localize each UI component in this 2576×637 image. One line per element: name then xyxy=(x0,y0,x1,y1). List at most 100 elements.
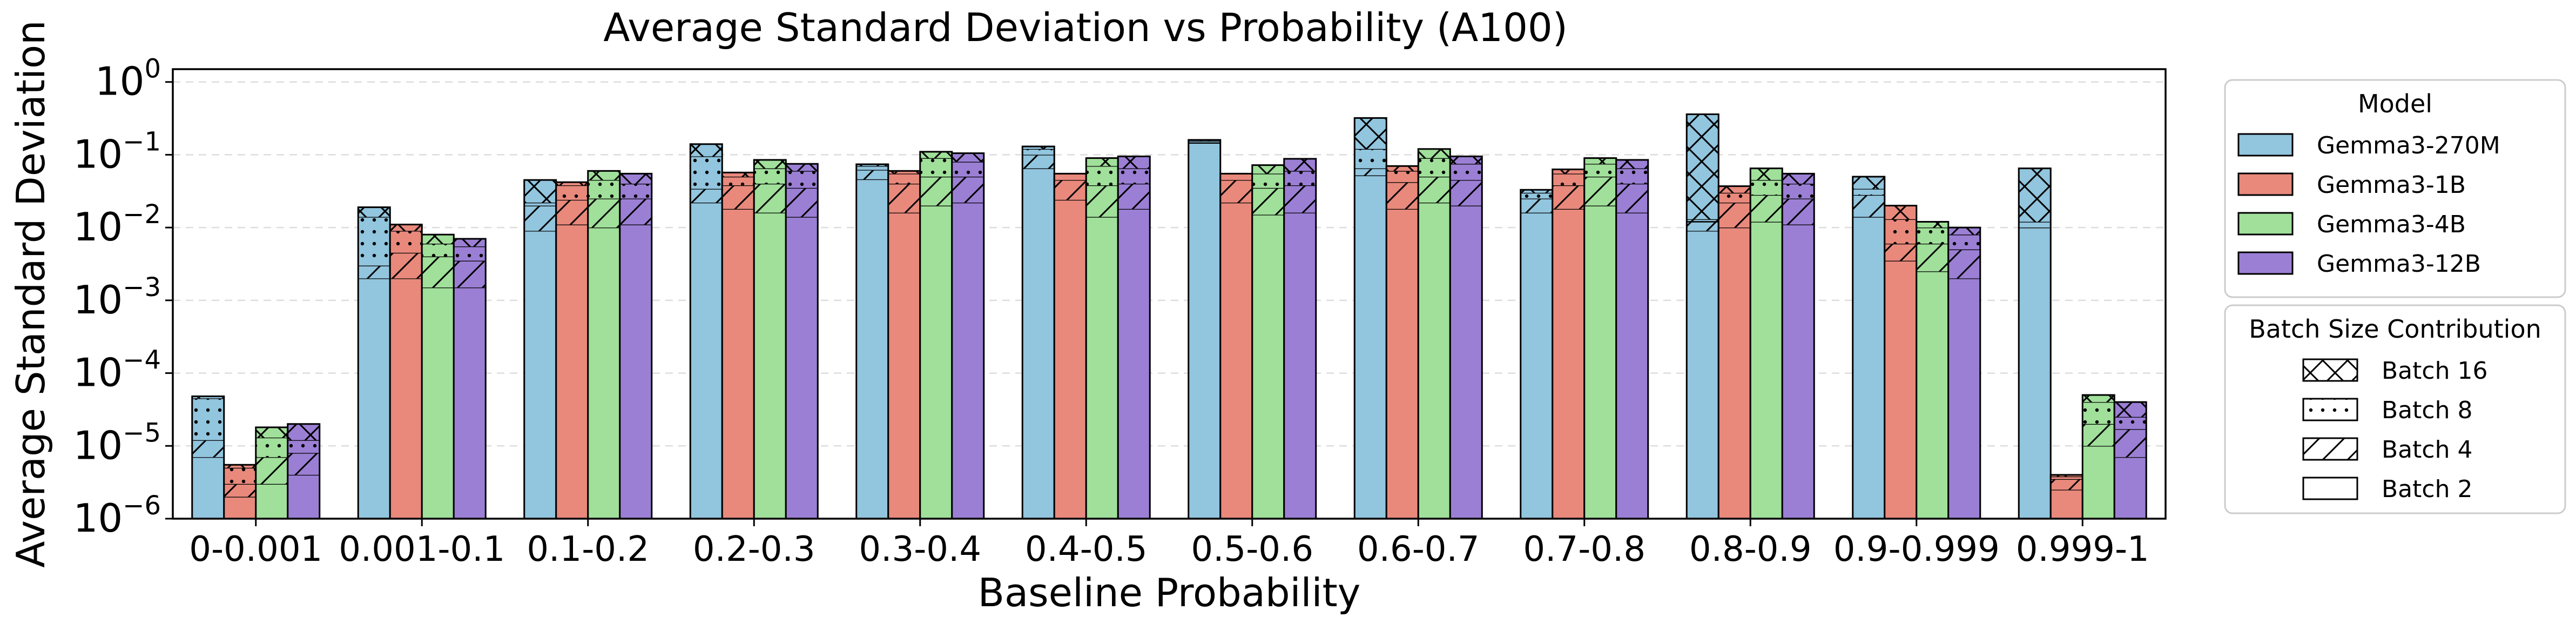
model-legend-title: Model xyxy=(2358,89,2432,118)
batch-4-segment-hatch xyxy=(390,252,422,279)
batch-2-segment xyxy=(1418,203,1451,519)
batch-8-segment-hatch xyxy=(1086,166,1118,186)
batch-8-segment-hatch xyxy=(619,184,652,199)
y-tick-label: 10−1 xyxy=(73,126,161,177)
bar xyxy=(2081,394,2115,520)
batch-2-segment xyxy=(1086,217,1118,519)
y-tick-label: 10−4 xyxy=(73,345,161,395)
bar xyxy=(2049,474,2083,520)
bar xyxy=(1884,205,1918,520)
bar xyxy=(2113,401,2147,520)
bar xyxy=(1781,172,1815,520)
bar xyxy=(287,423,321,520)
batch-16-segment-hatch xyxy=(1718,186,1751,193)
batch-16-segment-hatch xyxy=(722,172,754,177)
batch-8-segment-hatch xyxy=(1948,234,1980,250)
batch-2-segment xyxy=(786,217,818,519)
batch-8-segment-hatch xyxy=(786,171,818,188)
batch-16-segment-hatch xyxy=(224,465,256,468)
batch-2-segment xyxy=(1718,227,1751,519)
y-tick-exponent: −6 xyxy=(123,491,161,521)
batch-16-segment-hatch xyxy=(1086,158,1118,166)
batch-2-segment xyxy=(1118,209,1150,519)
bar xyxy=(1117,155,1151,520)
batch-8-segment-hatch xyxy=(1520,192,1553,199)
batch-4-segment-hatch xyxy=(856,170,888,179)
batch-16-segment-hatch xyxy=(1354,118,1387,149)
batch-16-segment-hatch xyxy=(754,159,786,169)
y-tick-label: 10−3 xyxy=(73,272,161,323)
batch-16-segment-hatch xyxy=(2082,395,2115,403)
batch-8-segment-hatch xyxy=(358,217,390,266)
bar xyxy=(919,151,953,520)
bar xyxy=(421,233,455,520)
bar xyxy=(951,152,985,520)
bar xyxy=(753,159,787,520)
model-legend-label: Gemma3-12B xyxy=(2317,250,2481,278)
batch-2-segment xyxy=(1188,143,1220,519)
batch-4-segment-hatch xyxy=(1750,195,1783,222)
batch-4-segment-hatch xyxy=(1220,180,1252,203)
batch-4-segment-hatch xyxy=(754,184,786,213)
batch-4-segment-hatch xyxy=(888,184,920,213)
batch-8-segment-hatch xyxy=(2019,222,2051,228)
y-tick-exponent: −4 xyxy=(123,345,161,376)
bar xyxy=(389,224,423,520)
batch-8-segment-hatch xyxy=(754,168,786,184)
x-tick-label: 0.7-0.8 xyxy=(1523,529,1646,569)
batch-8-segment-hatch xyxy=(2114,417,2147,430)
batch-8-segment-hatch xyxy=(224,467,256,484)
batch-4-segment-hatch xyxy=(1054,180,1087,200)
batch-16-segment-hatch xyxy=(1852,176,1885,189)
batch-4-segment-hatch xyxy=(524,205,556,231)
batch-16-segment-hatch xyxy=(619,173,652,184)
y-tick-base: 10 xyxy=(73,495,123,541)
batch-4-segment-hatch xyxy=(952,176,984,203)
y-axis-label: Average Standard Deviation xyxy=(8,20,53,567)
batch-2-segment xyxy=(454,287,486,519)
batch-4-segment-hatch xyxy=(1552,185,1584,209)
batch-4-segment-hatch xyxy=(2082,424,2115,446)
bar xyxy=(1449,155,1483,520)
batch-4-segment-hatch xyxy=(1086,185,1118,217)
batch-16-segment-hatch xyxy=(255,427,288,438)
batch-4-segment-hatch xyxy=(556,199,588,225)
batch-8-segment-hatch xyxy=(1782,184,1815,199)
batch-16-segment-hatch xyxy=(690,144,723,157)
bar xyxy=(1085,157,1119,520)
x-tick-label: 0.001-0.1 xyxy=(339,529,505,569)
batch-legend-swatch xyxy=(2302,477,2358,500)
batch-2-segment xyxy=(2082,446,2115,519)
batch-legend: Batch Size Contribution Batch 16 Batch 8 B… xyxy=(2224,304,2566,514)
y-tick-exponent: −5 xyxy=(123,418,161,448)
x-tick-label: 0.9-0.999 xyxy=(1833,529,2000,569)
batch-2-segment xyxy=(1884,260,1917,519)
bar xyxy=(2018,167,2052,520)
batch-2-segment xyxy=(619,224,652,519)
bar xyxy=(191,395,225,520)
batch-4-segment-hatch xyxy=(786,187,818,217)
batch-8-segment-hatch xyxy=(1220,173,1252,180)
bar xyxy=(1188,139,1222,520)
batch-2-segment xyxy=(1022,168,1055,519)
batch-8-segment-hatch xyxy=(390,231,422,253)
batch-16-segment-hatch xyxy=(888,171,920,174)
bar xyxy=(555,181,589,520)
x-axis: 0-0.001 0.001-0.1 0.1-0.2 0.2-0.3 0.3-0.4 0.4… xyxy=(189,519,2149,569)
bar xyxy=(255,426,289,520)
batch-2-segment xyxy=(1750,222,1783,519)
batch-2-segment xyxy=(2019,227,2051,519)
batch-legend-hatch xyxy=(2302,398,2358,421)
batch-2-segment xyxy=(722,209,754,519)
batch-4-segment-hatch xyxy=(722,185,754,209)
batch-16-segment-hatch xyxy=(952,153,984,162)
bar xyxy=(1615,159,1649,520)
batch-16-segment-hatch xyxy=(524,180,556,203)
y-tick-base: 10 xyxy=(73,350,123,395)
x-tick-label: 0.6-0.7 xyxy=(1357,529,1480,569)
batch-4-segment-hatch xyxy=(1284,185,1316,213)
batch-4-segment-hatch xyxy=(422,256,454,288)
batch-8-segment-hatch xyxy=(1884,219,1917,244)
batch-8-segment-hatch xyxy=(1118,168,1150,184)
